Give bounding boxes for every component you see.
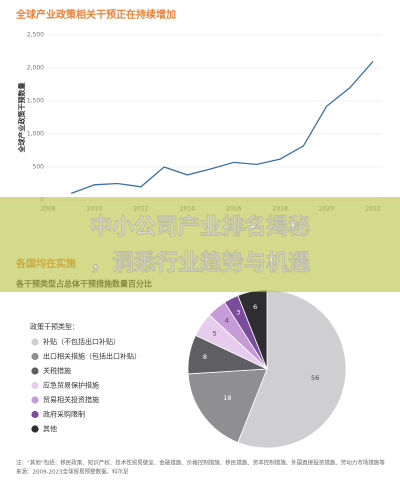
y-axis-label: 全球产业政策干预数量 xyxy=(17,83,26,154)
banner-line-1: 中小公司产业排名揭秘 xyxy=(90,214,310,240)
legend-label: 出口相关措施（包括出口补贴） xyxy=(43,352,141,361)
legend-label: 贸易相关投资措施 xyxy=(43,395,99,404)
legend-swatch xyxy=(31,396,39,404)
legend-swatch xyxy=(31,338,39,346)
slice-label: 56 xyxy=(311,374,319,382)
legend-swatch xyxy=(31,410,39,419)
slice-label: 18 xyxy=(223,394,231,402)
pie-slice xyxy=(237,289,347,449)
footnote: 来源：2009-2023全球贸易预警数据，科尔尼 xyxy=(16,468,129,476)
chart-title: 全球产业政策相关干预正在持续增加 xyxy=(15,8,176,21)
legend-label: 政府采购限制 xyxy=(43,410,85,419)
legend-swatch xyxy=(31,425,39,433)
slice-label: 8 xyxy=(203,353,207,361)
y-tick-label: 500 xyxy=(33,164,45,171)
y-tick-label: 1,500 xyxy=(27,98,44,105)
footnote: 注：“其他”包括：移民政策、知识产权、技术性贸易壁垒、金融措施、价格控制措施、移… xyxy=(16,459,385,467)
data-line xyxy=(70,60,374,195)
legend-title: 政策干预类型： xyxy=(30,322,79,331)
y-tick-label: 2,500 xyxy=(27,32,44,39)
y-tick-label: 1,000 xyxy=(27,131,44,138)
slice-label: 5 xyxy=(213,329,217,337)
legend-swatch xyxy=(31,367,39,375)
y-tick-label: 2,000 xyxy=(27,65,44,72)
legend-label: 应急贸易保护措施 xyxy=(43,381,99,390)
banner xyxy=(0,197,400,292)
legend-label: 其他 xyxy=(43,424,57,433)
banner-line-2: ，洞悉行业趋势与机遇 xyxy=(90,250,310,276)
legend-label: 关税措施 xyxy=(43,366,71,375)
slice-label: 4 xyxy=(225,316,229,324)
legend-label: 补贴（不包括出口补贴） xyxy=(43,337,120,346)
slice-label: 3 xyxy=(236,309,240,317)
slice-label: 6 xyxy=(253,303,257,311)
legend-swatch xyxy=(31,381,39,390)
pie-slice xyxy=(187,368,268,443)
legend-swatch xyxy=(31,352,39,361)
